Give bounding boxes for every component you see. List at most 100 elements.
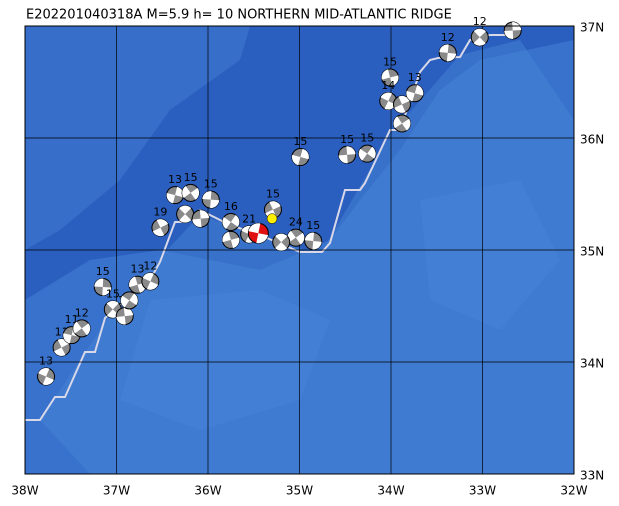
beachball-quadrant (129, 276, 138, 288)
beachball-quadrant (152, 227, 165, 237)
depth-label: 13 (168, 173, 182, 186)
event (503, 21, 522, 40)
event (392, 95, 411, 114)
beachball-quadrant (275, 242, 288, 251)
depth-label: 12 (143, 259, 157, 272)
beachball-quadrant (338, 154, 348, 164)
beachball-quadrant (73, 321, 82, 334)
depth-label: 15 (293, 135, 307, 148)
event: 12 (72, 306, 91, 338)
beachball-quadrant (175, 186, 184, 198)
beachball-quadrant (222, 217, 231, 229)
depth-label: 21 (242, 212, 256, 225)
x-tick-label: 34W (377, 484, 404, 498)
beachball-quadrant (394, 104, 406, 113)
event: 15 (338, 133, 357, 164)
depth-label: 13 (131, 263, 145, 276)
beachball-quadrant (414, 85, 424, 96)
beachball-quadrant (182, 185, 191, 198)
event: 13 (405, 71, 424, 103)
beachball-quadrant (116, 316, 126, 325)
depth-label: 16 (224, 200, 238, 213)
beachball-quadrant (275, 233, 288, 243)
map-frame (24, 25, 575, 475)
beachball-quadrant (295, 232, 305, 245)
beachball-quadrant (230, 237, 240, 249)
depth-label: 15 (383, 56, 397, 69)
beachball-quadrant (166, 193, 176, 204)
beachball-quadrant (202, 191, 212, 200)
event: 12 (438, 31, 457, 62)
y-tick-label: 37N (580, 21, 604, 35)
event: 15 (181, 171, 200, 202)
x-tick-label: 33W (469, 484, 496, 498)
event (272, 233, 291, 252)
beachball-quadrant (269, 201, 281, 210)
beachball-quadrant (390, 75, 399, 86)
beachball-quadrant (256, 233, 269, 244)
beachball-quadrant (291, 154, 301, 166)
y-tick-label: 34N (580, 357, 604, 371)
beachball-quadrant (230, 215, 240, 227)
beachball-quadrant (210, 199, 220, 209)
beachball-quadrant (54, 347, 66, 356)
beachball-quadrant (384, 101, 396, 110)
depth-label: 15 (184, 171, 198, 184)
x-tick-label: 36W (194, 484, 221, 498)
beachball-quadrant (473, 28, 486, 38)
beachball-quadrant (106, 300, 119, 310)
beachball-quadrant (381, 69, 391, 80)
event: 15 (291, 135, 310, 167)
beachball-quadrant (358, 148, 368, 161)
beachball-quadrant (406, 90, 415, 102)
beachball-quadrant (300, 148, 309, 160)
event: 16 (221, 200, 240, 231)
event: 15 (201, 178, 220, 209)
event: 13 (166, 173, 185, 205)
beachball-quadrant (367, 146, 376, 159)
x-tick-label: 35W (286, 484, 313, 498)
beachball-quadrant (439, 44, 449, 53)
depth-label: 15 (306, 219, 320, 232)
depth-label: 12 (473, 15, 487, 28)
beachball-quadrant (346, 146, 356, 155)
beachball-quadrant (120, 295, 130, 308)
depth-label: 19 (153, 206, 167, 219)
event: 14 (379, 79, 398, 111)
event: 15 (381, 56, 400, 87)
depth-label: 14 (381, 79, 395, 92)
event (221, 230, 240, 249)
beachball-quadrant (129, 293, 138, 306)
beachball-quadrant (248, 223, 261, 234)
depth-label: 15 (266, 188, 280, 201)
event: 13 (128, 263, 147, 294)
event: 12 (141, 259, 160, 291)
beachball-quadrant (63, 333, 72, 344)
depth-label: 13 (39, 355, 53, 368)
beachball-quadrant (146, 281, 159, 290)
y-tick-label: 36N (580, 133, 604, 147)
beachball-quadrant (102, 286, 112, 296)
event: 12 (470, 15, 489, 47)
event (191, 209, 210, 228)
depth-label: 15 (106, 287, 120, 300)
depth-label: 12 (441, 31, 455, 44)
y-tick-label: 35N (580, 245, 604, 259)
depth-label: 15 (340, 133, 354, 146)
beachball-quadrant (446, 52, 457, 62)
event: 19 (151, 206, 170, 237)
x-tick-label: 38W (11, 484, 38, 498)
map-title: E202201040318A M=5.9 h= 10 NORTHERN MID-… (26, 8, 452, 23)
x-tick-label: 37W (103, 484, 130, 498)
beachball-quadrant (156, 219, 169, 228)
y-tick-label: 33N (580, 469, 604, 483)
beachball-quadrant (398, 95, 410, 105)
beachball-quadrant (222, 231, 231, 243)
beachball-quadrant (123, 307, 134, 317)
x-tick-label: 32W (560, 484, 587, 498)
event: 15 (304, 219, 323, 251)
event (392, 114, 411, 133)
beachball-quadrant (81, 323, 91, 336)
event: 11 (52, 325, 71, 357)
